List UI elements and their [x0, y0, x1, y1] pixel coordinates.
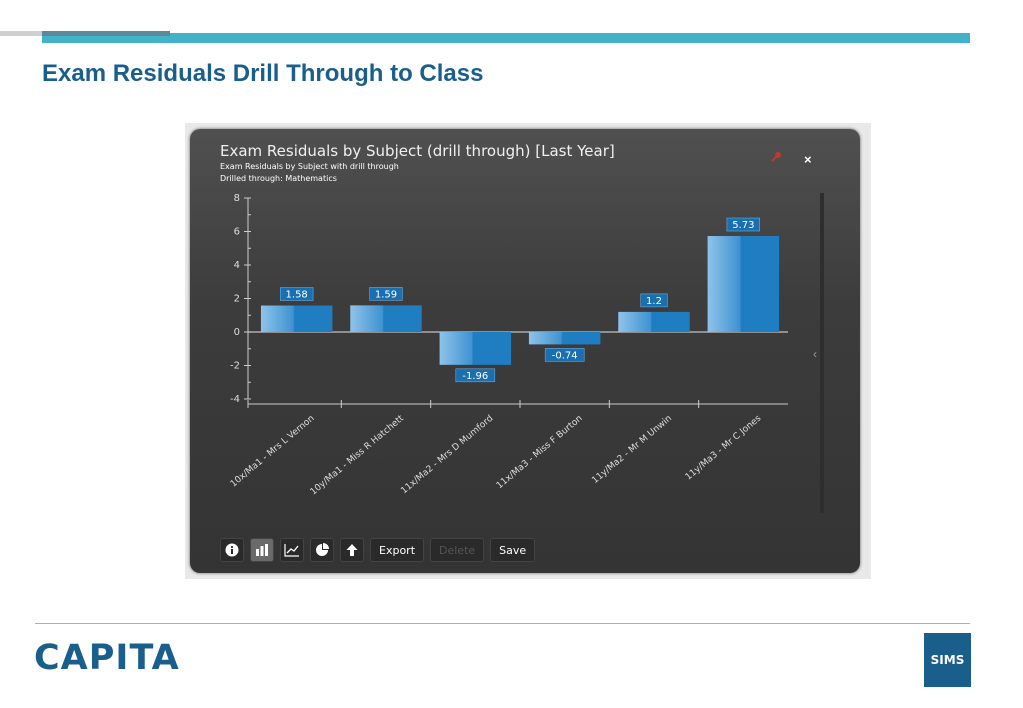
- bar: [439, 332, 512, 365]
- widget-subtitle: Exam Residuals by Subject with drill thr…: [220, 162, 399, 171]
- capita-logo: CAPITA: [34, 638, 180, 678]
- y-tick-label: -4: [230, 394, 240, 405]
- y-tick-label: 6: [234, 227, 240, 238]
- data-label-bg: [640, 293, 668, 308]
- bar-chart-icon: [256, 544, 268, 556]
- data-label-bg: [369, 287, 403, 301]
- chevron-left-icon[interactable]: ‹: [813, 347, 817, 361]
- data-label: 1.2: [646, 296, 662, 307]
- export-button[interactable]: Export: [370, 538, 425, 562]
- data-label-bg: [280, 287, 314, 301]
- x-tick-label: 10y/Ma1 - Miss R Hatchett: [309, 413, 407, 497]
- x-tick-label: 10x/Ma1 - Mrs L Vernon: [229, 414, 317, 490]
- y-tick-label: 8: [234, 193, 240, 204]
- line-chart-button[interactable]: [280, 538, 304, 562]
- arrow-up-icon: [346, 544, 358, 556]
- data-label: 5.73: [732, 220, 754, 231]
- info-button[interactable]: [220, 538, 244, 562]
- footer-divider: [35, 623, 970, 624]
- data-label-bg: [726, 217, 760, 232]
- data-label: 1.58: [286, 290, 308, 301]
- pie-chart-icon: [316, 543, 329, 556]
- y-tick-label: -2: [230, 361, 240, 372]
- data-label: -1.96: [462, 371, 488, 382]
- slide-title: Exam Residuals Drill Through to Class: [42, 60, 484, 87]
- bar: [528, 332, 601, 345]
- bar-chart: 8 6 4 2 0 -2 -4 1.58 10x/Ma1 - Mrs L Vernon 1.59 1…: [229, 193, 788, 497]
- chart-widget: Exam Residuals by Subject (drill through…: [190, 129, 860, 573]
- delete-button[interactable]: Delete: [430, 538, 485, 562]
- header-accent-teal: [170, 33, 970, 43]
- y-tick-label: 2: [234, 294, 240, 305]
- save-button[interactable]: Save: [490, 538, 536, 562]
- bar: [350, 305, 422, 332]
- bar: [260, 305, 333, 332]
- sims-badge: SIMS: [924, 633, 971, 687]
- bar: [707, 236, 780, 332]
- data-label: 1.59: [375, 289, 397, 300]
- bar-chart-button[interactable]: [250, 538, 274, 562]
- header-accent-grey: [0, 31, 42, 36]
- x-tick-label: 11x/Ma2 - Mrs D Mumford: [399, 414, 495, 497]
- header-accent-teal-left: [42, 36, 170, 43]
- data-label: -0.74: [552, 350, 578, 361]
- close-icon[interactable]: ×: [804, 152, 812, 167]
- data-label-bg: [455, 368, 496, 383]
- arrow-up-button[interactable]: [340, 538, 364, 562]
- widget-title: Exam Residuals by Subject (drill through…: [220, 142, 615, 160]
- pin-icon[interactable]: [768, 151, 782, 165]
- x-tick-label: 11y/Ma3 - Mr C Jones: [684, 413, 764, 482]
- info-icon: [225, 543, 239, 557]
- data-label-bg: [544, 348, 585, 362]
- x-tick-label: 11x/Ma3 - Miss F Burton: [495, 414, 585, 492]
- pie-chart-button[interactable]: [310, 538, 334, 562]
- bar: [618, 311, 690, 332]
- y-tick-label: 0: [234, 327, 240, 338]
- chart-toolbar: Export Delete Save: [220, 538, 536, 562]
- side-scrollbar[interactable]: [820, 193, 824, 513]
- y-tick-label: 4: [234, 260, 240, 271]
- widget-drill-label: Drilled through: Mathematics: [220, 174, 337, 183]
- x-tick-label: 11y/Ma2 - Mr M Unwin: [590, 414, 673, 486]
- line-chart-icon: [284, 544, 299, 557]
